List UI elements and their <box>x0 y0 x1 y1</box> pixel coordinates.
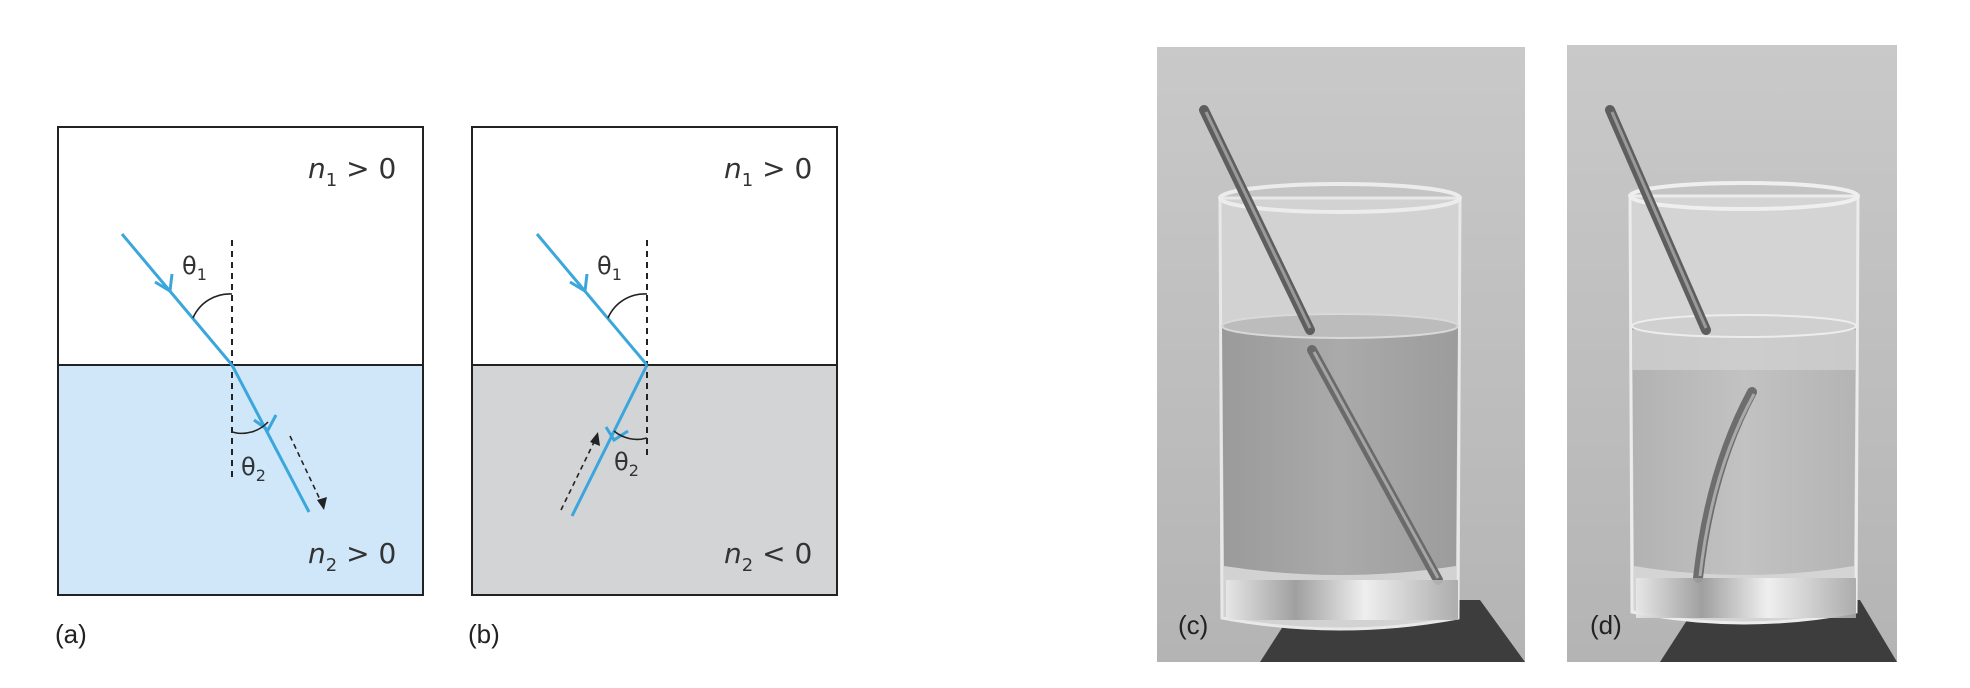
photo-d-straw-below-highlight <box>1698 393 1756 577</box>
photo-d-glass-rim <box>1628 181 1860 211</box>
panel-a-n2-label: n2 > 0 <box>308 537 396 576</box>
panel-b-n2-label: n2 < 0 <box>724 537 812 576</box>
panel-b-caption: (b) <box>468 619 500 649</box>
photo-d-caption: (d) <box>1590 610 1622 640</box>
panel-a: n1 > 0 n2 > 0 θ1 θ2 (a) <box>55 126 424 649</box>
photo-c-glass-base <box>1226 580 1458 620</box>
panel-b-theta2-label: θ2 <box>614 448 639 480</box>
photo-c: (c) <box>1157 47 1525 662</box>
panel-b-lower-medium <box>472 365 837 595</box>
panel-a-theta2-label: θ2 <box>241 453 266 485</box>
panel-b-frame <box>471 126 838 596</box>
panel-a-energy-flow-arrow <box>289 435 325 509</box>
panel-b-theta1-arc <box>607 293 648 319</box>
photo-d-glass-base <box>1636 578 1856 618</box>
photo-d-straw-above-highlight <box>1610 111 1708 329</box>
panel-b-refracted-arrowhead <box>604 426 629 443</box>
panel-a-incident-ray <box>120 233 234 366</box>
panel-a-energy-flow-arrowhead <box>317 497 327 510</box>
panel-b-theta1-label: θ1 <box>597 252 622 284</box>
panel-b-energy-flow-arrow <box>560 435 598 511</box>
panel-b-upper-medium <box>472 127 837 365</box>
photo-c-glass-rim <box>1218 182 1462 214</box>
panel-a-refracted-arrowhead <box>253 414 278 433</box>
photo-d-water <box>1632 326 1856 575</box>
panel-a-theta2-arc <box>231 421 269 435</box>
panel-b-n1-label: n1 > 0 <box>724 152 812 191</box>
photo-c-straw-above-highlight <box>1204 111 1312 329</box>
panel-a-caption: (a) <box>55 619 87 649</box>
panel-a-frame <box>57 126 424 596</box>
panel-a-theta1-arc <box>192 293 233 319</box>
photo-c-caption: (c) <box>1178 610 1208 640</box>
panel-b-energy-flow-arrowhead <box>590 432 600 446</box>
panel-b-theta2-arc <box>613 430 648 441</box>
photo-d-water-surface <box>1631 314 1857 338</box>
panel-b-incident-arrowhead <box>569 273 589 294</box>
panel-a-n1-label: n1 > 0 <box>308 152 396 191</box>
panel-a-refracted-ray <box>230 364 311 513</box>
panel-b-incident-ray <box>535 233 649 366</box>
photo-c-water <box>1222 326 1458 575</box>
panel-a-upper-medium <box>58 127 423 365</box>
photo-c-straw-below-highlight <box>1312 351 1440 579</box>
panel-a-lower-medium <box>58 365 423 595</box>
photo-d: (d) <box>1567 45 1897 662</box>
panel-b-refracted-ray <box>570 364 649 517</box>
photo-c-water-surface <box>1221 313 1459 339</box>
photo-d-straw-below <box>1693 387 1757 583</box>
panel-a-incident-arrowhead <box>154 273 174 294</box>
panel-a-theta1-label: θ1 <box>182 252 207 284</box>
panel-b: n1 > 0 n2 < 0 θ1 θ2 (b) <box>468 126 838 649</box>
